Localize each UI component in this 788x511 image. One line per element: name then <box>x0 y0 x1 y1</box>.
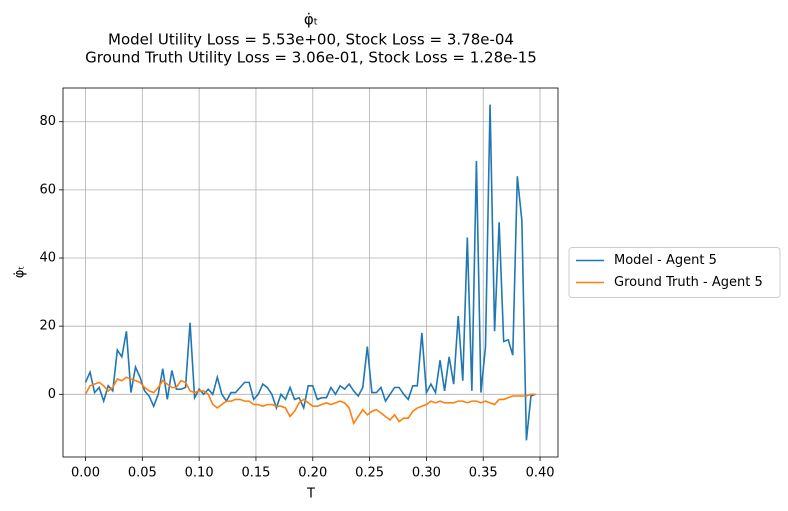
y-tick-label: 20 <box>39 319 56 334</box>
y-tick-label: 80 <box>39 114 56 129</box>
series-line <box>84 104 536 441</box>
x-tick-label: 0.40 <box>526 466 555 481</box>
x-tick-label: 0.25 <box>355 466 384 481</box>
legend-box <box>568 247 781 298</box>
y-tick-label: 0 <box>48 387 56 402</box>
chart-subtitle: Model Utility Loss = 5.53e+00, Stock Los… <box>108 31 514 49</box>
legend-label: Model - Agent 5 <box>614 253 717 268</box>
x-axis-label: T <box>306 487 315 502</box>
x-tick-label: 0.05 <box>128 466 157 481</box>
x-tick-label: 0.35 <box>469 466 498 481</box>
x-tick-label: 0.30 <box>412 466 441 481</box>
chart-title: φ̇ₜ <box>304 11 318 29</box>
legend-label: Ground Truth - Agent 5 <box>614 275 763 290</box>
x-tick-label: 0.00 <box>71 466 100 481</box>
chart-subtitle: Ground Truth Utility Loss = 3.06e-01, St… <box>85 49 537 67</box>
y-tick-label: 40 <box>39 251 56 266</box>
x-tick-label: 0.10 <box>185 466 214 481</box>
y-tick-label: 60 <box>39 182 56 197</box>
y-axis-label: φ̇ₜ <box>13 266 28 279</box>
x-tick-label: 0.20 <box>298 466 327 481</box>
series-line <box>84 376 536 426</box>
x-tick-label: 0.15 <box>241 466 270 481</box>
plot-frame <box>62 87 559 458</box>
